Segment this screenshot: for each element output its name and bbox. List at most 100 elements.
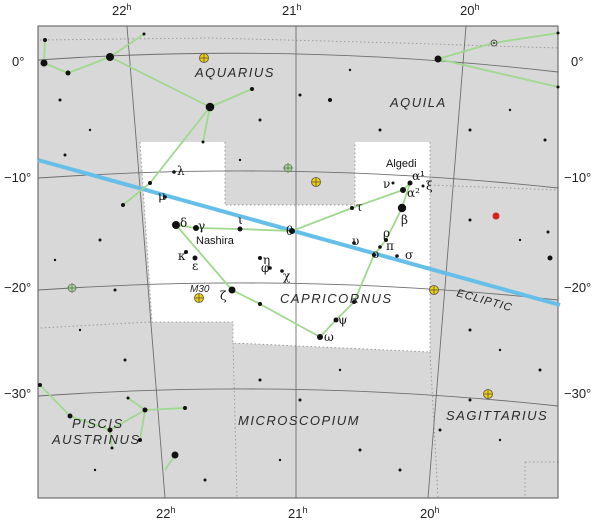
m30-cluster-icon	[194, 293, 204, 303]
star-zeta	[228, 286, 236, 294]
dec-labels-right: 0° −10° −20° −30°	[564, 54, 591, 401]
star-delta	[172, 221, 180, 229]
greek-sigma: σ	[405, 248, 413, 262]
star	[298, 398, 302, 402]
chart-border	[37, 25, 559, 499]
star	[58, 98, 62, 102]
label-nashira: Nashira	[196, 235, 235, 247]
label-sagittarius: SAGITTARIUS	[446, 408, 548, 423]
star-epsilon	[192, 255, 198, 261]
greek-omega: ω	[324, 330, 334, 344]
greek-beta: β	[401, 213, 408, 227]
star-theta	[289, 228, 295, 234]
dec-label-20-right: −20°	[564, 280, 591, 295]
ra-label-20h-bottom: 20h	[420, 505, 439, 521]
greek-upsilon: υ	[352, 234, 359, 248]
star-nu	[391, 181, 395, 185]
greek-alpha2: α²	[407, 186, 420, 200]
greek-theta: θ	[286, 224, 293, 238]
galaxy-icon	[283, 163, 293, 173]
ra-label-22h-top: 22h	[112, 2, 131, 18]
star	[53, 258, 57, 262]
globular-cluster-icon	[199, 53, 209, 63]
ra-label-22h-bottom: 22h	[156, 505, 175, 521]
aquarius-figure	[43, 33, 253, 206]
globular-cluster-icon	[483, 389, 493, 399]
star	[201, 140, 205, 144]
ra-labels-bottom: 22h 21h 20h	[156, 505, 439, 521]
label-capricornus: CAPRICORNUS	[280, 291, 393, 306]
star-lambda	[172, 170, 176, 174]
star	[183, 406, 187, 410]
star	[434, 55, 442, 63]
star	[498, 438, 502, 442]
star	[547, 255, 553, 261]
dec-line-20	[37, 282, 559, 301]
greek-letter-labels: α¹ α² ξ ν β τ ρ π υ ο σ θ ι γ δ λ μ κ ε …	[158, 164, 433, 344]
star-iota	[237, 226, 243, 232]
star	[543, 138, 547, 142]
star	[203, 478, 207, 482]
greek-chi: χ	[283, 269, 291, 283]
star-kappa	[184, 250, 188, 254]
greek-tau: τ	[356, 200, 363, 214]
star	[348, 68, 352, 72]
star	[468, 398, 472, 402]
dec-line-30	[37, 388, 559, 407]
greek-xi: ξ	[426, 179, 433, 193]
star	[328, 98, 332, 102]
star	[468, 128, 472, 132]
star-mu	[163, 195, 167, 199]
greek-rho: ρ	[383, 226, 390, 240]
star	[171, 451, 179, 459]
planetary-nebula-icon	[490, 39, 498, 47]
dec-label-0-right: 0°	[571, 54, 583, 69]
ra-line-22h	[126, 25, 166, 499]
star	[518, 238, 522, 242]
globular-cluster-icon	[429, 285, 439, 295]
star	[110, 446, 114, 450]
greek-phi: φ	[261, 261, 269, 275]
star-chi	[280, 269, 284, 273]
star-phi	[268, 266, 272, 270]
greek-pi: π	[386, 239, 394, 253]
capricornus-figure	[175, 182, 411, 338]
ecliptic-line	[37, 158, 561, 307]
deep-sky-objects	[67, 39, 498, 399]
greek-mu: μ	[158, 189, 166, 203]
star	[78, 328, 82, 332]
star	[338, 368, 342, 372]
label-aquila: AQUILA	[389, 95, 447, 110]
star-alpha2	[400, 187, 406, 193]
star-omicron	[372, 253, 376, 257]
star	[43, 38, 47, 42]
star-omega	[317, 334, 323, 340]
star	[250, 87, 254, 91]
dec-label-10-right: −10°	[564, 170, 591, 185]
capricornus-region	[140, 142, 430, 352]
ra-line-20h	[427, 25, 467, 499]
star	[205, 102, 215, 112]
star	[121, 203, 125, 207]
star-gamma	[193, 225, 199, 231]
star	[556, 31, 560, 35]
star	[508, 108, 512, 112]
ra-grid	[126, 25, 467, 499]
star	[126, 396, 130, 400]
star	[556, 85, 560, 89]
globular-cluster-icon	[311, 177, 321, 187]
star	[142, 407, 148, 413]
star	[38, 383, 42, 387]
greek-omicron: ο	[372, 247, 379, 261]
boundary-line	[429, 184, 559, 191]
star	[63, 153, 67, 157]
star	[93, 468, 97, 472]
ra-label-20h-top: 20h	[460, 2, 479, 18]
star	[65, 70, 71, 76]
star	[258, 378, 262, 382]
label-piscis: PISCIS	[72, 416, 124, 431]
star	[298, 93, 302, 97]
dec-label-0-left: 0°	[12, 54, 24, 69]
star	[468, 218, 472, 222]
